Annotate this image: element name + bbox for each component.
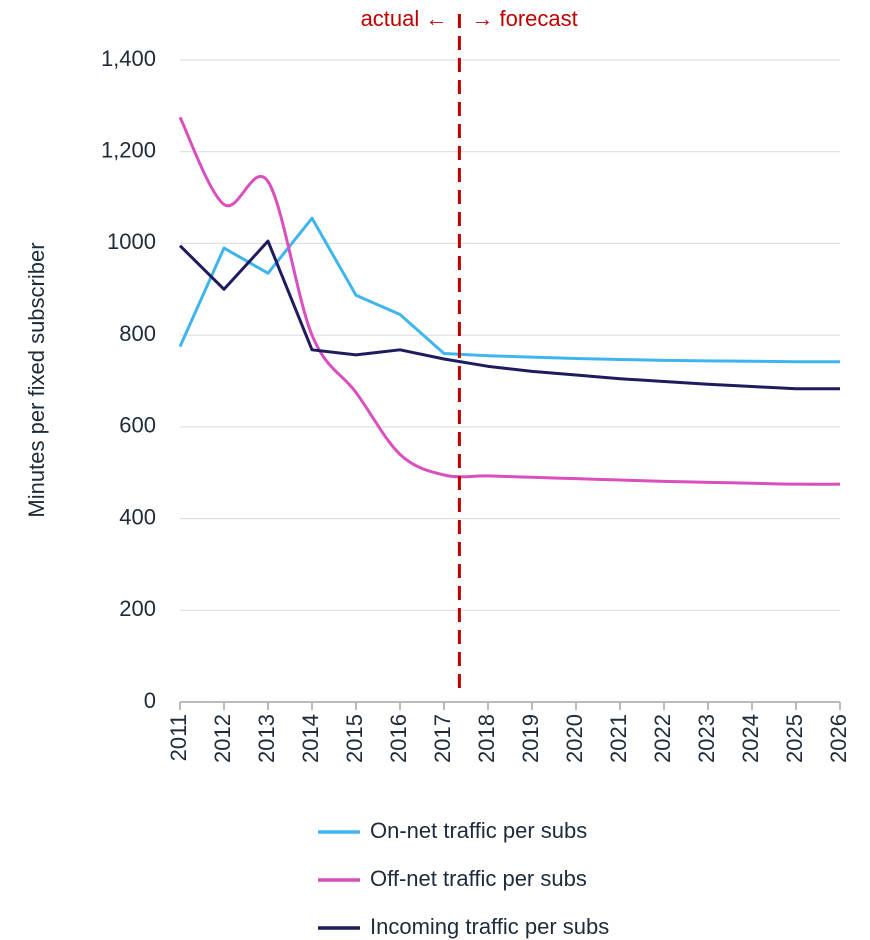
y-tick-label: 0 — [144, 688, 156, 713]
x-tick-label: 2016 — [386, 714, 411, 763]
x-tick-label: 2022 — [650, 714, 675, 763]
x-tick-label: 2015 — [342, 714, 367, 763]
x-tick-label: 2012 — [210, 714, 235, 763]
x-tick-label: 2019 — [518, 714, 543, 763]
y-tick-label: 200 — [119, 596, 156, 621]
x-tick-label: 2025 — [782, 714, 807, 763]
x-tick-label: 2020 — [562, 714, 587, 763]
legend-label: Off-net traffic per subs — [370, 866, 587, 891]
y-tick-label: 1,200 — [101, 138, 156, 163]
y-axis-label: Minutes per fixed subscriber — [24, 242, 49, 517]
legend-label: On-net traffic per subs — [370, 818, 587, 843]
y-tick-label: 600 — [119, 413, 156, 438]
x-tick-label: 2013 — [254, 714, 279, 763]
x-tick-label: 2014 — [298, 714, 323, 763]
y-tick-label: 400 — [119, 504, 156, 529]
x-tick-label: 2018 — [474, 714, 499, 763]
y-tick-label: 800 — [119, 321, 156, 346]
series-line — [178, 116, 841, 486]
x-tick-label: 2021 — [606, 714, 631, 763]
y-tick-label: 1000 — [107, 229, 156, 254]
series-line — [178, 239, 840, 391]
x-tick-label: 2024 — [738, 714, 763, 763]
annotation: → forecast — [471, 6, 577, 31]
legend-label: Incoming traffic per subs — [370, 914, 609, 939]
x-tick-label: 2023 — [694, 714, 719, 763]
x-tick-label: 2026 — [826, 714, 851, 763]
x-tick-label: 2011 — [166, 714, 191, 761]
y-tick-label: 1,400 — [101, 46, 156, 71]
series-line — [178, 216, 840, 364]
x-tick-label: 2017 — [430, 714, 455, 763]
annotation: actual ← — [361, 6, 448, 31]
